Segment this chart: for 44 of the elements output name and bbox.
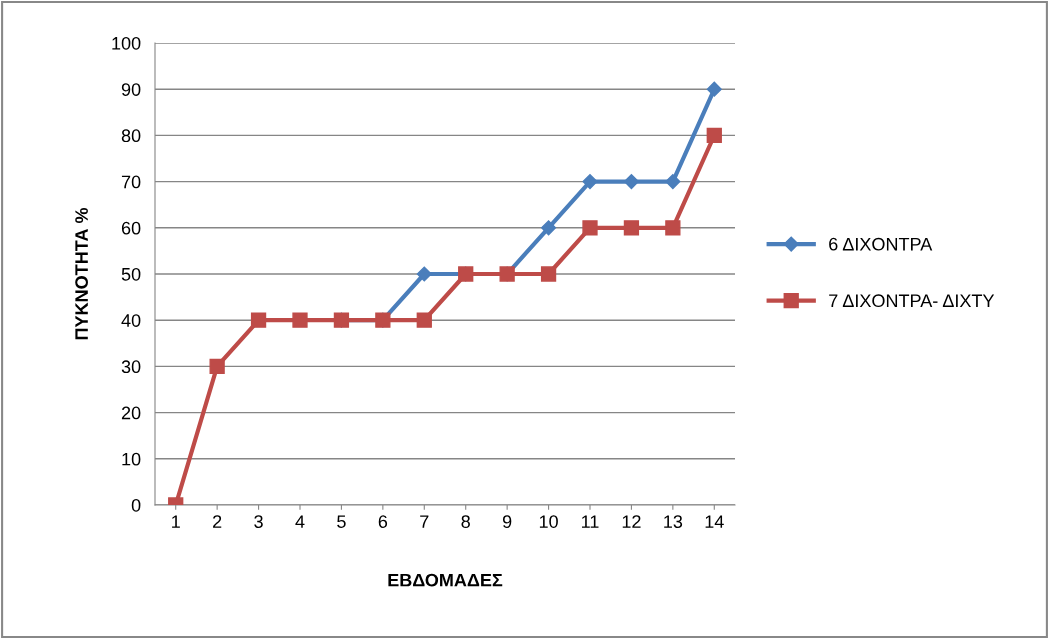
x-tick-label: 6 <box>378 515 388 528</box>
point <box>209 358 225 375</box>
y-tick-label: 70 <box>121 175 141 189</box>
point <box>665 220 681 236</box>
y-tick-label: 60 <box>121 221 141 235</box>
y-tick-label: 0 <box>131 498 141 512</box>
x-tick-label: 2 <box>213 515 222 528</box>
x-tick-label: 9 <box>502 515 512 528</box>
x-tick-label: 7 <box>420 515 429 528</box>
x-axis-title: ΕΒΔΟΜΑΔΕΣ <box>388 573 503 587</box>
point <box>540 266 557 282</box>
y-tick-label: 100 <box>112 36 141 50</box>
y-tick-label: 90 <box>121 83 141 96</box>
point <box>582 220 598 236</box>
legend-label: 7 ΔΙΧΟΝΤΡΑ- ΔΙΧΤΥ <box>829 294 995 308</box>
x-tick-label: 4 <box>295 515 305 528</box>
y-tick-label: 10 <box>122 452 141 466</box>
point <box>623 220 640 236</box>
x-tick-label: 5 <box>337 515 346 528</box>
point <box>416 266 432 282</box>
x-tick-label: 11 <box>582 515 599 528</box>
y-tick-label: 50 <box>121 267 141 281</box>
y-tick-label: 30 <box>121 360 141 374</box>
y-tick-label: 20 <box>121 406 141 420</box>
point <box>292 312 308 328</box>
x-tick-label: 12 <box>622 515 641 528</box>
x-tick-label: 10 <box>539 515 558 528</box>
x-tick-label: 13 <box>664 515 683 528</box>
legend-label: 6 ΔΙΧΟΝΤΡΑ <box>829 237 933 251</box>
x-tick-label: 14 <box>705 515 724 528</box>
point <box>416 312 432 328</box>
y-axis-title: ΠΥΚΝΟΤΗΤΑ % <box>75 207 88 340</box>
point <box>582 174 598 190</box>
point <box>665 174 681 190</box>
point <box>706 127 722 144</box>
y-tick-label: 80 <box>121 129 141 143</box>
x-tick-label: 1 <box>172 515 180 528</box>
point <box>250 312 267 328</box>
point <box>623 174 639 190</box>
point <box>706 81 722 97</box>
x-tick-label: 8 <box>461 515 470 528</box>
y-tick-label: 40 <box>121 314 141 327</box>
x-tick-label: 3 <box>254 515 263 528</box>
point <box>541 220 557 236</box>
